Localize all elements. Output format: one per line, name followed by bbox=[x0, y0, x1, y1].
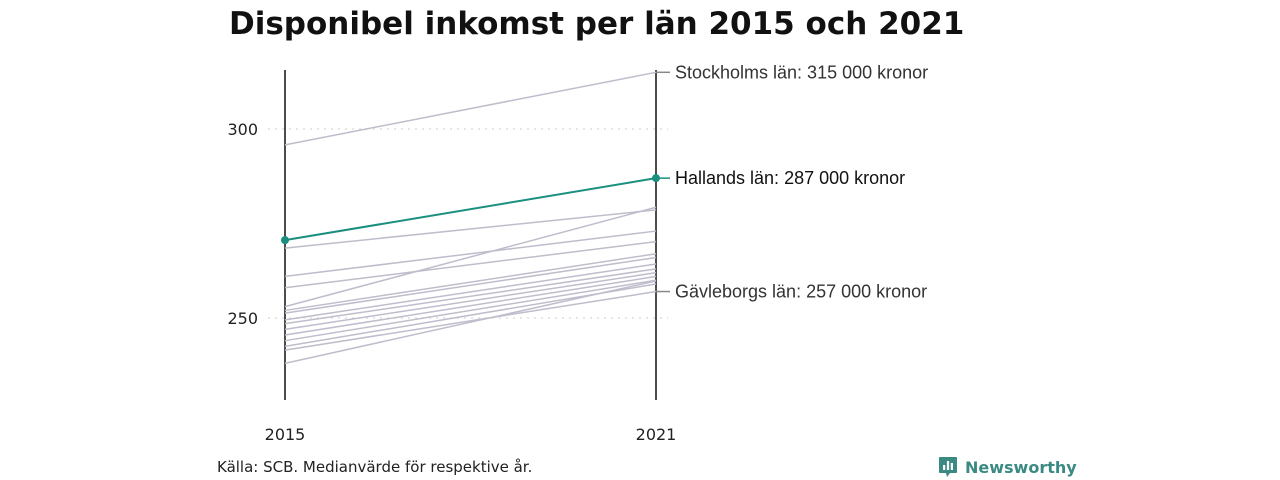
y-tick-label: 300 bbox=[227, 120, 258, 139]
series-line bbox=[284, 71, 657, 146]
grid-lines bbox=[268, 128, 668, 319]
series-line bbox=[284, 256, 657, 314]
series-line bbox=[284, 271, 657, 331]
series-line bbox=[284, 279, 657, 342]
slope-chart: 250 300 2015 2021 Stockholms län: 315 000 k… bbox=[227, 62, 928, 444]
chart-title: Disponibel inkomst per län 2015 och 2021 bbox=[229, 6, 965, 42]
series-line bbox=[284, 206, 657, 308]
series-label: Hallands län: 287 000 kronor bbox=[675, 168, 905, 188]
brand: Newsworthy bbox=[938, 456, 1077, 478]
source-note: Källa: SCB. Medianvärde för respektive å… bbox=[217, 458, 533, 476]
year-axes: 250 300 2015 2021 bbox=[227, 70, 676, 444]
series-labels: Stockholms län: 315 000 kronor Hallands l… bbox=[656, 62, 928, 302]
series-label: Stockholms län: 315 000 kronor bbox=[675, 62, 928, 82]
y-tick-label: 250 bbox=[227, 309, 258, 328]
series-line bbox=[284, 263, 657, 321]
series-line bbox=[284, 268, 657, 325]
x-tick-label: 2015 bbox=[265, 425, 306, 444]
series-line bbox=[284, 230, 657, 278]
series-line-highlight bbox=[284, 177, 657, 242]
series-point-2015 bbox=[281, 236, 289, 245]
series-label: Gävleborgs län: 257 000 kronor bbox=[675, 282, 927, 302]
background-series bbox=[284, 71, 657, 365]
series-line bbox=[284, 290, 657, 351]
brand-name: Newsworthy bbox=[965, 457, 1077, 477]
series-line bbox=[284, 275, 657, 336]
newsworthy-logo-icon bbox=[939, 457, 957, 477]
series-line bbox=[284, 280, 657, 365]
x-tick-label: 2021 bbox=[636, 425, 677, 444]
series-line bbox=[284, 240, 657, 289]
series-line bbox=[284, 209, 657, 249]
series-line bbox=[284, 252, 657, 312]
highlight-series bbox=[281, 174, 660, 245]
